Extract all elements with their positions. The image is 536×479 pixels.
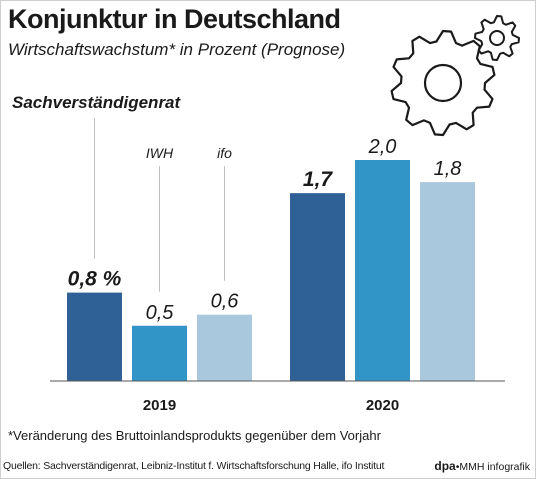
x-axis-label-2020: 2020 — [366, 397, 399, 414]
value-label-sachverstandigenrat-2020: 1,7 — [303, 168, 334, 191]
bar-ifo-2020 — [420, 182, 475, 381]
legend-item-ifo: ifo — [217, 145, 232, 161]
large-gear-icon — [390, 29, 496, 137]
sources-line: Quellen: Sachverständigenrat, Leibniz-In… — [3, 460, 385, 472]
bar-sachverstandigenrat-2019 — [67, 292, 122, 381]
small-gear-icon — [474, 15, 520, 61]
legend: Sachverständigenrat IWH ifo — [12, 93, 232, 161]
small-gear-hub-icon — [489, 30, 505, 46]
value-label-ifo-2020: 1,8 — [434, 158, 462, 180]
value-labels: 0,8 % 0,5 0,6 1,7 2,0 1,8 — [68, 136, 462, 324]
chart-subtitle: Wirtschaftswachstum* in Prozent (Prognos… — [8, 40, 346, 59]
value-label-sachverstandigenrat-2019: 0,8 % — [68, 268, 122, 291]
bars — [67, 160, 475, 381]
bar-iwh-2019 — [132, 325, 187, 381]
legend-leader-lines — [94, 118, 225, 292]
legend-item-iwh: IWH — [146, 145, 174, 161]
bar-iwh-2020 — [355, 160, 410, 381]
x-axis-label-2019: 2019 — [143, 397, 176, 414]
bar-ifo-2019 — [197, 314, 252, 381]
x-axis-labels: 2019 2020 — [143, 397, 399, 414]
legend-item-sachverstandigenrat: Sachverständigenrat — [12, 93, 182, 112]
chart-title: Konjunktur in Deutschland — [8, 4, 341, 34]
credit: dpa•MMH infografik — [434, 459, 530, 473]
bar-sachverstandigenrat-2020 — [290, 193, 345, 381]
footnote: *Veränderung des Bruttoinlandsprodukts g… — [8, 428, 381, 443]
credit-text: •MMH infografik — [455, 461, 530, 473]
gears-icon — [390, 15, 520, 137]
value-label-iwh-2020: 2,0 — [368, 136, 397, 158]
value-label-ifo-2019: 0,6 — [211, 291, 240, 313]
value-label-iwh-2019: 0,5 — [146, 302, 175, 324]
credit-agency: dpa — [434, 459, 456, 473]
large-gear-hub-icon — [423, 63, 463, 103]
